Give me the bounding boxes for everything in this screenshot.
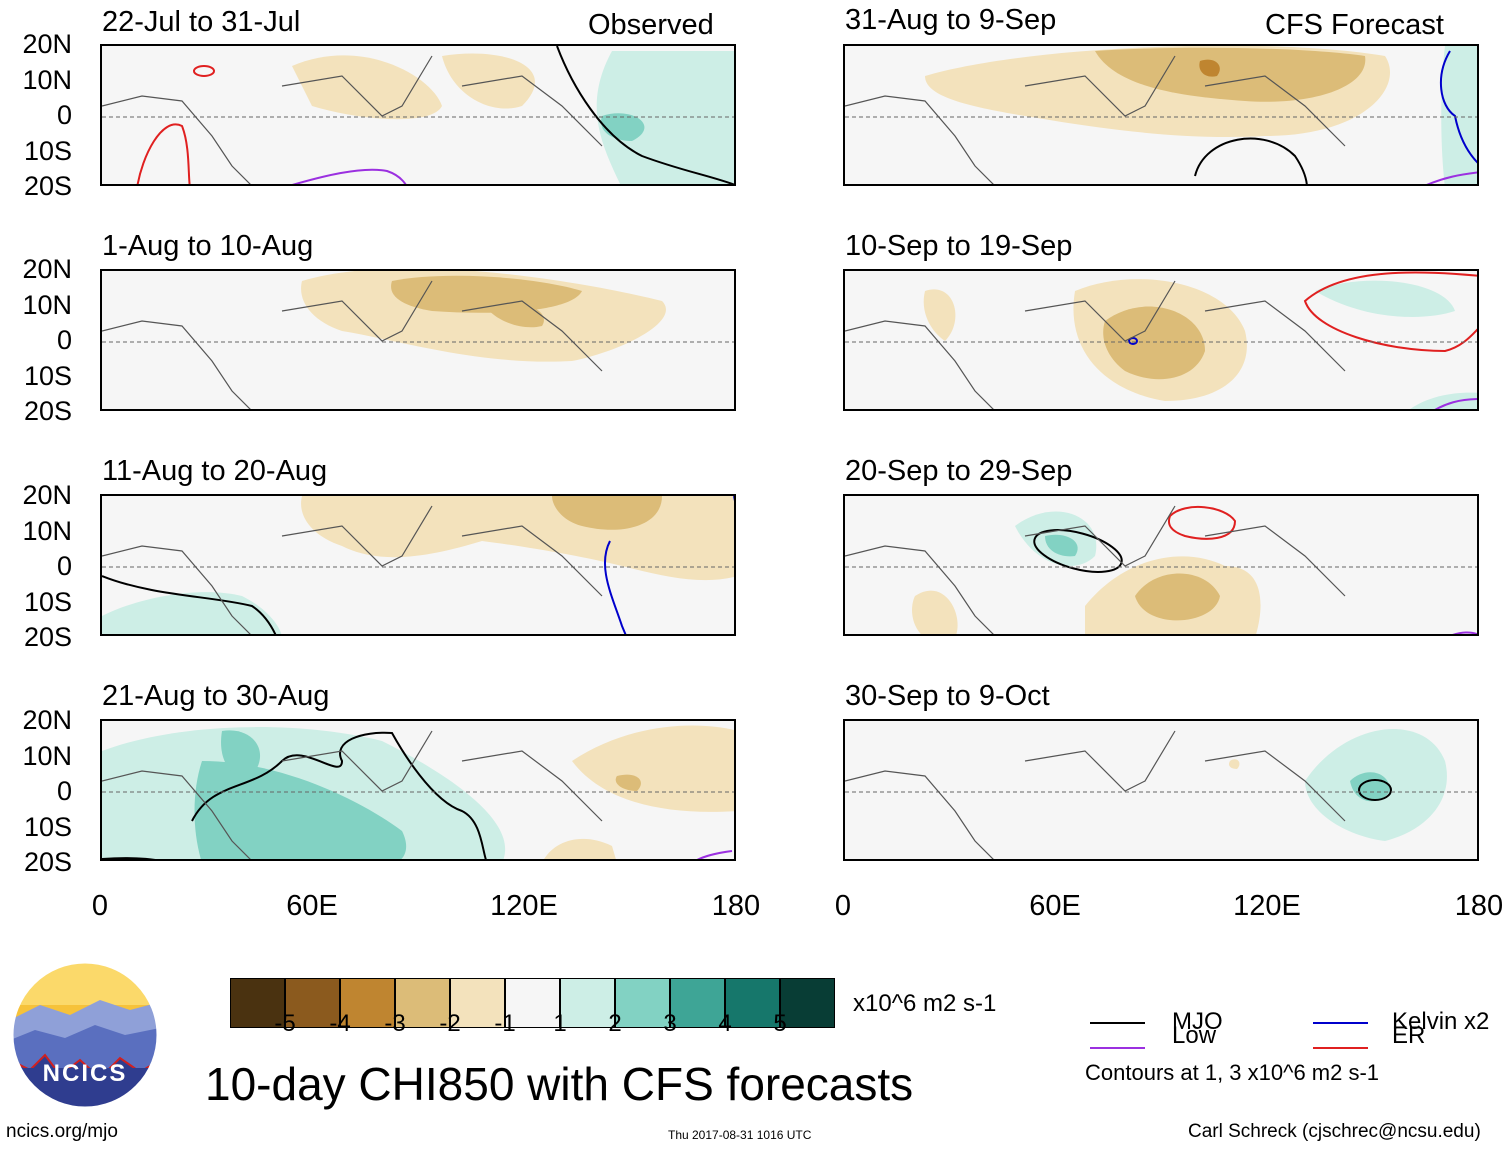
colorbar-label: 2 bbox=[608, 1010, 622, 1037]
panel-title: 1-Aug to 10-Aug bbox=[102, 230, 314, 262]
y-tick-label: 20S bbox=[23, 622, 72, 652]
y-tick-label: 10N bbox=[22, 290, 72, 320]
colorbar-label: 3 bbox=[663, 1010, 677, 1037]
colorbar-swatch bbox=[505, 978, 560, 1028]
legend-swatch-er bbox=[1313, 1047, 1368, 1049]
colorbar-label: -2 bbox=[439, 1010, 461, 1037]
panel-title: 10-Sep to 19-Sep bbox=[845, 230, 1073, 262]
map-panel bbox=[100, 269, 736, 411]
x-tick-label: 180 bbox=[711, 890, 761, 922]
panel-title: 22-Jul to 31-Jul bbox=[102, 6, 301, 38]
contour-note: Contours at 1, 3 x10^6 m2 s-1 bbox=[1085, 1060, 1380, 1085]
map-panel bbox=[100, 44, 736, 186]
map-panel bbox=[843, 44, 1479, 186]
legend-label-er: ER bbox=[1392, 1022, 1426, 1049]
colorbar-label: -5 bbox=[274, 1010, 296, 1037]
y-tick-label: 10S bbox=[23, 136, 72, 166]
colorbar-label: 1 bbox=[553, 1010, 567, 1037]
ncics-logo: NCICS bbox=[10, 960, 160, 1110]
y-tick-label: 10N bbox=[22, 65, 72, 95]
map-panel bbox=[843, 719, 1479, 861]
y-tick-label: 20N bbox=[22, 705, 72, 735]
y-tick-label: 0 bbox=[56, 100, 72, 130]
colorbar-swatch bbox=[560, 978, 615, 1028]
panel-title: 11-Aug to 20-Aug bbox=[102, 455, 328, 487]
main-title: 10-day CHI850 with CFS forecasts bbox=[205, 1058, 914, 1110]
map-panel bbox=[843, 269, 1479, 411]
colorbar-swatch bbox=[780, 978, 835, 1028]
logo-text: NCICS bbox=[42, 1060, 128, 1087]
footer-author: Carl Schreck (cjschrec@ncsu.edu) bbox=[1188, 1121, 1481, 1142]
y-tick-label: 10S bbox=[23, 361, 72, 391]
x-tick-label: 60E bbox=[1029, 890, 1081, 922]
panel-title: 31-Aug to 9-Sep bbox=[845, 4, 1057, 36]
y-tick-label: 10N bbox=[22, 741, 72, 771]
colorbar-swatch bbox=[615, 978, 670, 1028]
y-tick-label: 20S bbox=[23, 171, 72, 201]
colorbar-label: 5 bbox=[773, 1010, 787, 1037]
x-tick-label: 60E bbox=[286, 890, 338, 922]
colorbar-swatch bbox=[230, 978, 285, 1028]
legend-label-low: Low bbox=[1172, 1022, 1217, 1049]
legend-label-kelvin: Kelvin x2 bbox=[1392, 1008, 1490, 1035]
map-panel bbox=[100, 719, 736, 861]
colorbar-label: -1 bbox=[494, 1010, 516, 1037]
colorbar-label: -3 bbox=[384, 1010, 406, 1037]
footer-url: ncics.org/mjo bbox=[6, 1121, 118, 1142]
colorbar-units: x10^6 m2 s-1 bbox=[853, 990, 997, 1017]
panel-title: 21-Aug to 30-Aug bbox=[102, 680, 330, 712]
x-tick-label: 120E bbox=[1233, 890, 1301, 922]
colorbar-swatch bbox=[395, 978, 450, 1028]
x-tick-label: 0 bbox=[834, 890, 852, 922]
forecast-label: CFS Forecast bbox=[1265, 9, 1444, 41]
footer-timestamp: Thu 2017-08-31 1016 UTC bbox=[668, 1128, 812, 1142]
colorbar-label: 4 bbox=[718, 1010, 732, 1037]
legend-swatch-low bbox=[1090, 1047, 1145, 1049]
y-tick-label: 0 bbox=[56, 551, 72, 581]
colorbar-swatch bbox=[285, 978, 340, 1028]
colorbar-swatch bbox=[725, 978, 780, 1028]
y-tick-label: 20S bbox=[23, 847, 72, 877]
y-tick-label: 20N bbox=[22, 480, 72, 510]
legend-swatch-kelvin bbox=[1313, 1022, 1368, 1024]
y-tick-label: 10S bbox=[23, 812, 72, 842]
y-tick-label: 0 bbox=[56, 776, 72, 806]
x-tick-label: 120E bbox=[490, 890, 558, 922]
x-tick-label: 0 bbox=[91, 890, 109, 922]
map-panel bbox=[843, 494, 1479, 636]
y-tick-label: 10N bbox=[22, 516, 72, 546]
y-tick-label: 20N bbox=[22, 254, 72, 284]
y-tick-label: 0 bbox=[56, 325, 72, 355]
y-tick-label: 20S bbox=[23, 396, 72, 426]
x-tick-label: 180 bbox=[1454, 890, 1504, 922]
colorbar-swatch bbox=[340, 978, 395, 1028]
colorbar-label: -4 bbox=[329, 1010, 351, 1037]
map-panel bbox=[100, 494, 736, 636]
y-tick-label: 10S bbox=[23, 587, 72, 617]
colorbar-swatch bbox=[450, 978, 505, 1028]
y-tick-label: 20N bbox=[22, 29, 72, 59]
legend-swatch-mjo bbox=[1090, 1022, 1145, 1024]
panel-title: 20-Sep to 29-Sep bbox=[845, 455, 1073, 487]
panel-title: 30-Sep to 9-Oct bbox=[845, 680, 1050, 712]
colorbar-swatch bbox=[670, 978, 725, 1028]
observed-label: Observed bbox=[588, 9, 714, 41]
legend-label-mjo: MJO bbox=[1172, 1008, 1223, 1035]
